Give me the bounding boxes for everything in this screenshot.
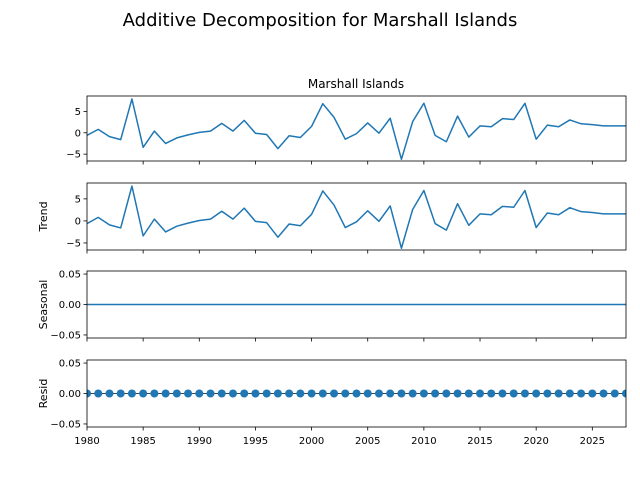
axes-frame [86,182,627,251]
resid-point [307,389,316,398]
axes-frame [86,270,627,339]
resid-point [610,389,619,398]
xtick-label: 2015 [467,436,492,447]
resid-point [543,389,552,398]
resid-point [408,389,417,398]
axes-frame [86,95,627,162]
resid-point [397,389,406,398]
resid-point [251,389,260,398]
resid-point [453,389,462,398]
resid-point [217,389,226,398]
resid-point [498,389,507,398]
resid-point [116,389,125,398]
resid-point [161,389,170,398]
ytick-label: 0.00 [59,389,81,400]
xtick-label: 2005 [355,436,380,447]
resid-point [464,389,473,398]
ytick-label: 5 [75,107,81,118]
resid-point [622,389,626,398]
resid-point [127,389,136,398]
resid-point [554,389,563,398]
resid-point [386,389,395,398]
resid-point [431,389,440,398]
resid-point [94,389,103,398]
ytick-label: −5 [66,150,81,161]
figure-title: Additive Decomposition for Marshall Isla… [123,10,518,31]
ytick-label: 0.05 [59,270,81,281]
panel-observed: 5 0 −5 [66,95,627,165]
resid-point [341,389,350,398]
xtick-label: 2020 [523,436,548,447]
ytick-label: −5 [66,238,81,249]
xtick-label: 1985 [130,436,155,447]
resid-point [318,389,327,398]
resid-point [532,389,541,398]
resid-point [476,389,485,398]
series-line [87,185,626,249]
resid-point [374,389,383,398]
panel-resid: 0.05 0.00 −0.05 1980 1985 1990 1995 2000 2005 201… [37,359,627,447]
ytick-label: 0 [75,216,81,227]
xtick-label: 2000 [299,436,324,447]
resid-point [240,389,249,398]
ytick-label: 5 [75,194,81,205]
subplot-title: Marshall Islands [308,77,404,91]
resid-point [228,389,237,398]
ytick-label: −0.05 [50,330,81,341]
series-trend [87,185,626,249]
resid-point [487,389,496,398]
resid-point [442,389,451,398]
resid-point [296,389,305,398]
resid-point [509,389,518,398]
series-line [87,98,626,161]
resid-point [565,389,574,398]
resid-point [172,389,181,398]
xtick-label: 1980 [74,436,99,447]
panel-trend: 5 0 −5 Trend [37,182,627,254]
ytick-label: 0 [75,128,81,139]
resid-point [363,389,372,398]
ylabel-resid: Resid [37,379,50,409]
xtick-label: 1995 [243,436,268,447]
resid-point [184,389,193,398]
resid-point [262,389,271,398]
ytick-label: 0.00 [59,300,81,311]
resid-point [599,389,608,398]
resid-point [419,389,428,398]
axes-frame [86,359,627,428]
resid-point [285,389,294,398]
resid-point [206,389,215,398]
resid-point [87,389,91,398]
panels: 50−550−5Trend0.050.00−0.05Seasonal0.050.… [37,95,627,447]
resid-point [352,389,361,398]
resid-point [330,389,339,398]
ytick-label: −0.05 [50,419,81,430]
xtick-label: 2010 [411,436,436,447]
series-resid [87,389,626,398]
ytick-label: 0.05 [59,359,81,370]
ylabel-trend: Trend [37,201,50,232]
resid-point [273,389,282,398]
ylabel-seasonal: Seasonal [37,280,50,330]
series-observed [87,98,626,161]
resid-point [577,389,586,398]
resid-point [105,389,114,398]
resid-point [195,389,204,398]
resid-point [588,389,597,398]
xtick-label: 2025 [580,436,605,447]
resid-point [150,389,159,398]
resid-point [520,389,529,398]
xtick-label: 1990 [187,436,212,447]
resid-point [139,389,148,398]
